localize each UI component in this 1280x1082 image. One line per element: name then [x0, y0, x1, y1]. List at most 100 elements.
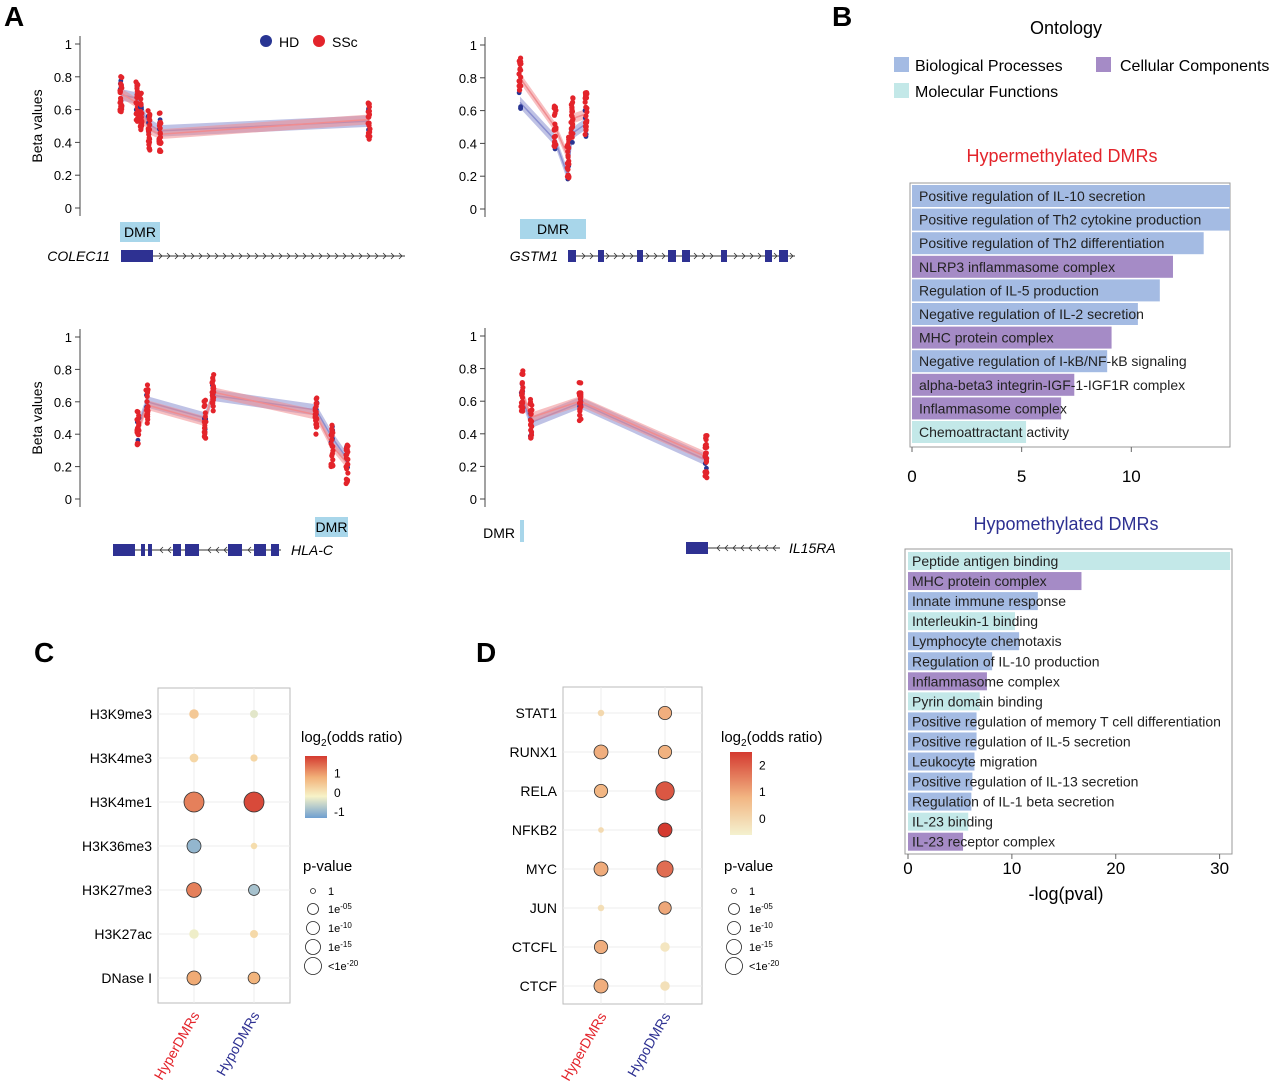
ssc-sample-point	[568, 125, 574, 132]
gene-exon	[148, 544, 152, 556]
ssc-sample-point	[134, 425, 141, 431]
ontology-bar-label: Interleukin-1 binding	[912, 613, 1038, 629]
ssc-sample-point	[527, 399, 534, 405]
row-label: H3K4me1	[90, 794, 152, 810]
ontology-bar	[908, 752, 975, 771]
ssc-sample-point	[202, 414, 208, 420]
legend-swatch-molecular-functions	[894, 83, 909, 98]
ontology-bar	[912, 185, 1230, 207]
methylation-plot-il15ra: 1 0.8 0.6 0.4 0.2 0 DMR IL15RA	[459, 328, 836, 556]
ssc-sample-point	[565, 166, 571, 173]
ontology-bar	[912, 397, 1062, 420]
ssc-sample-point	[578, 390, 584, 396]
ssc-sample-point	[133, 100, 139, 106]
strand-arrow	[246, 252, 251, 260]
ssc-sample-point	[210, 396, 216, 403]
strand-arrow	[621, 252, 626, 260]
row-label: MYC	[526, 861, 557, 877]
ssc-sample-point	[137, 91, 144, 97]
colorbar-tick-label: 0	[759, 812, 766, 826]
ssc-sample-point	[582, 131, 588, 138]
gene-exon	[637, 250, 643, 262]
size-legend-label: 1e-15	[749, 940, 773, 954]
ssc-ci-band	[121, 88, 369, 140]
enrichment-dot	[250, 930, 258, 938]
ontology-bar-label: IL-23 binding	[912, 814, 993, 830]
ssc-sample-point	[330, 457, 336, 463]
x-tick-label: 10	[1122, 467, 1141, 486]
bar-panel-frame	[904, 548, 1233, 855]
enrichment-dot	[247, 971, 261, 985]
panel-label-c: C	[34, 637, 54, 668]
strand-arrow	[254, 252, 259, 260]
colorbar-tick-label: 1	[334, 766, 341, 780]
strand-arrow	[613, 252, 618, 260]
strand-arrow	[342, 252, 347, 260]
enrichment-dot	[186, 882, 202, 898]
ssc-sample-point	[138, 96, 144, 102]
x-tick-label: 5	[1017, 467, 1026, 486]
ssc-sample-point	[583, 113, 589, 119]
enrichment-dot	[655, 781, 675, 801]
ssc-sample-point	[157, 125, 163, 131]
ssc-sample-point	[138, 101, 144, 107]
ssc-sample-point	[345, 470, 351, 476]
strand-arrow	[302, 252, 307, 260]
ssc-sample-point	[528, 429, 535, 435]
ontology-bar	[908, 632, 1020, 651]
size-legend-circle	[307, 903, 319, 915]
enrichment-dot	[593, 861, 609, 877]
ssc-sample-point	[146, 113, 153, 119]
gene-exon	[228, 544, 242, 556]
ssc-sample-point	[551, 126, 557, 133]
ssc-sample-point	[117, 95, 124, 101]
ontology-bar	[908, 792, 972, 811]
size-legend-circle	[731, 888, 737, 894]
strand-arrow	[167, 546, 172, 554]
colorbar-title: log2(odds ratio)	[301, 729, 402, 749]
ssc-sample-point	[344, 466, 350, 472]
y-axis-label: Beta values	[29, 89, 45, 162]
row-label: NFKB2	[512, 822, 557, 838]
y-tick-label: 0.2	[54, 460, 72, 475]
strand-arrow	[398, 252, 403, 260]
ssc-mean-line	[521, 391, 707, 458]
enrichment-dot	[189, 929, 199, 939]
y-tick-label: 0.6	[459, 104, 477, 119]
ssc-sample-point	[133, 79, 139, 85]
ssc-sample-point	[147, 122, 153, 128]
gene-exon	[173, 544, 181, 556]
ssc-sample-point	[582, 95, 588, 101]
gene-exon	[682, 250, 690, 262]
enrichment-dot	[657, 705, 673, 721]
ontology-bar-label: Positive regulation of memory T cell dif…	[912, 713, 1221, 729]
y-tick-label: 0.2	[459, 169, 477, 184]
enrichment-dot	[248, 884, 260, 896]
strand-arrow	[198, 252, 203, 260]
ontology-bar	[912, 326, 1112, 349]
ssc-sample-point	[157, 119, 163, 125]
ssc-sample-point	[702, 450, 709, 456]
panel-label-d: D	[476, 637, 496, 668]
dmr-region-box	[120, 222, 160, 242]
legend-label-biological-processes: Biological Processes	[915, 58, 1063, 75]
gene-exon	[271, 544, 279, 556]
y-tick-label: 0	[65, 492, 72, 507]
strand-arrow	[693, 252, 698, 260]
column-label: HypoDMRs	[213, 1009, 263, 1079]
gene-name-label: HLA-C	[291, 542, 334, 558]
y-tick-label: 0	[65, 201, 72, 216]
strand-arrow	[334, 252, 339, 260]
ssc-sample-point	[328, 432, 334, 438]
legend-swatch-biological-processes	[894, 57, 909, 72]
ssc-sample-point	[139, 118, 145, 124]
ssc-sample-point	[119, 74, 125, 81]
size-legend-label: 1	[328, 886, 334, 898]
ssc-sample-point	[552, 143, 558, 150]
enrichment-dot	[189, 753, 199, 763]
ssc-sample-point	[202, 410, 208, 416]
strand-arrow	[366, 252, 371, 260]
ssc-sample-point	[344, 477, 351, 483]
size-legend-circle	[305, 939, 321, 955]
size-legend-label: 1e-10	[328, 921, 352, 935]
